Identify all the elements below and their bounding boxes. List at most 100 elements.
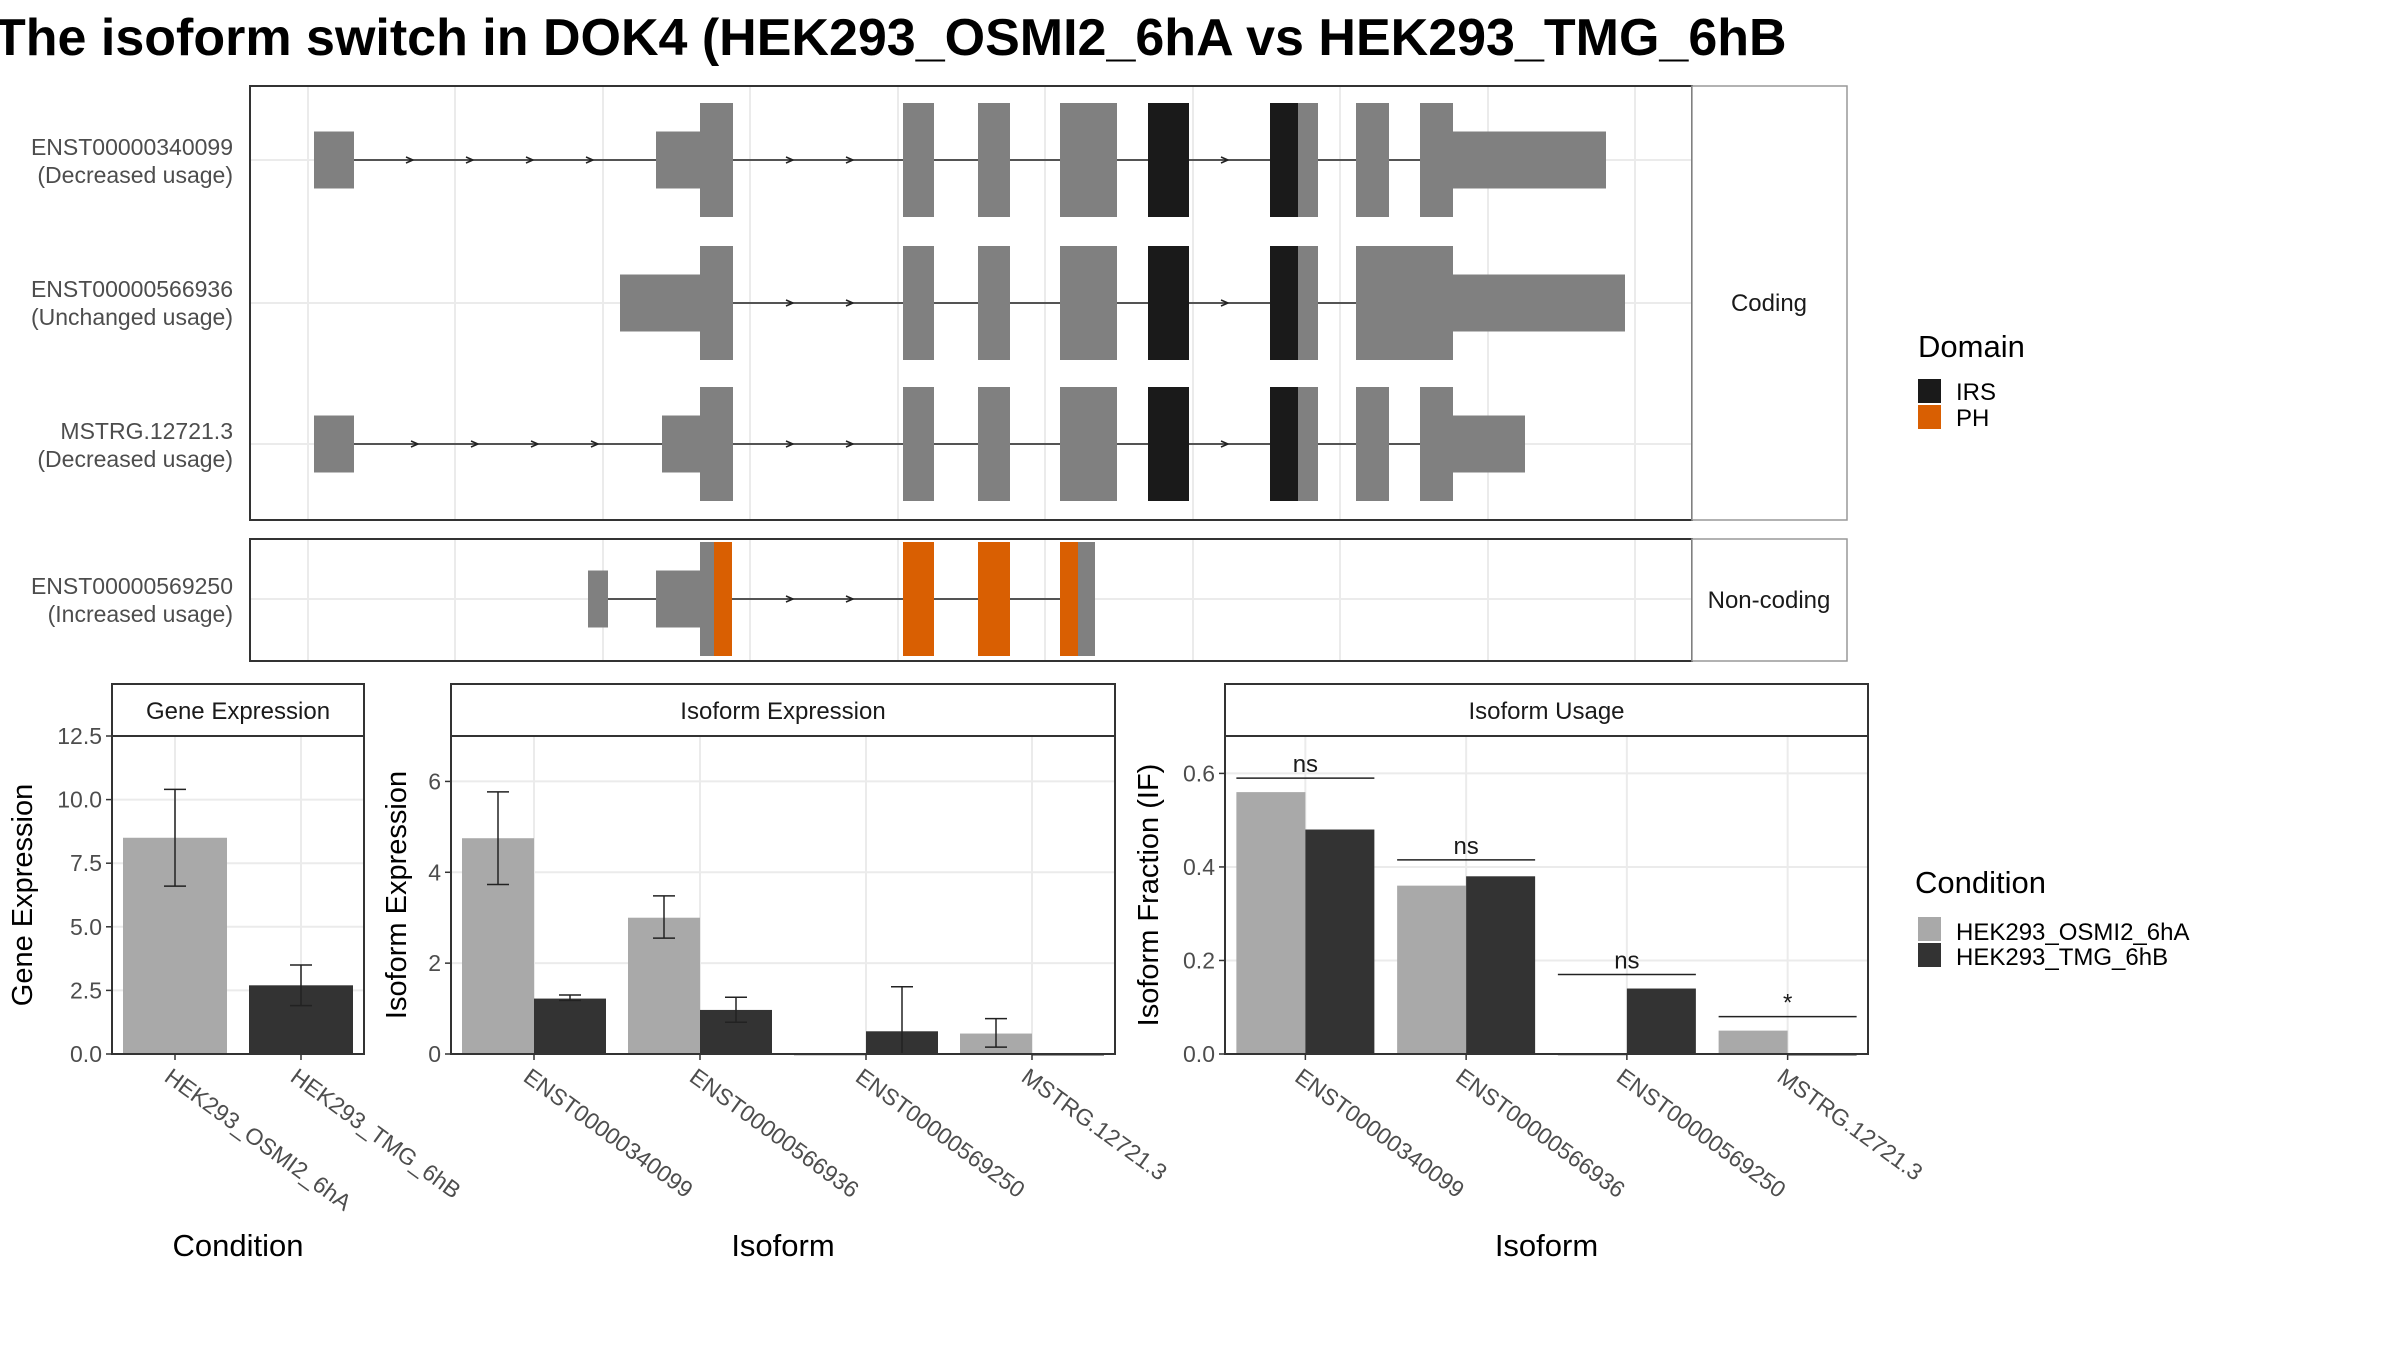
exon-block [662,415,700,473]
panel-strip [111,683,365,737]
bar [534,998,606,1054]
exon-block [1356,103,1389,217]
panel-strip [450,683,1116,737]
noncoding-strip-label: Non-coding [1708,587,1831,614]
y-tick-label: 0.0 [70,1041,102,1067]
exon-block [1060,387,1117,501]
y-axis-title: Isoform Fraction (IF) [1133,764,1165,1027]
strand-arrow [525,156,535,164]
significance-label: ns [1453,833,1478,860]
strand-arrow [590,440,600,448]
domain-block-irs [1270,387,1298,501]
strand-arrow [470,440,480,448]
exon-block [1356,246,1453,360]
strand-arrow [785,156,795,164]
coding-strip-box [1691,85,1848,521]
exon-block [1060,246,1117,360]
strand-arrow [785,440,795,448]
strand-arrow [530,440,540,448]
y-tick-label: 0.4 [1183,854,1215,880]
exon-block [1298,103,1318,217]
x-tick-label: MSTRG.12721.3 [1773,1063,1928,1185]
legend-swatch-ph [1918,405,1941,429]
exon-block [700,387,733,501]
transcript-usage-label: (Unchanged usage) [31,304,233,330]
figure-title: The isoform switch in DOK4 (HEK293_OSMI2… [0,9,1787,67]
coding-panel: Coding [249,85,1848,521]
y-axis-title: Isoform Expression [381,771,413,1019]
strand-arrow [1220,156,1230,164]
noncoding-transcript-tracks [588,542,1095,656]
exon-block [1453,415,1525,473]
legend-swatch-irs [1918,379,1941,403]
significance-label: ns [1614,948,1639,975]
transcript-labels: ENST00000340099 (Decreased usage) ENST00… [31,134,233,627]
noncoding-panel: Non-coding [249,538,1848,662]
bar [1718,1030,1788,1054]
strand-arrow [845,595,855,603]
transcript-id-label: ENST00000569250 [31,573,233,599]
x-tick-label: ENST00000569250 [1612,1063,1791,1203]
y-tick-label: 0.2 [1183,947,1215,973]
x-tick-label: ENST00000340099 [519,1063,698,1203]
exon-block [1453,274,1625,332]
y-tick-label: 5.0 [70,914,102,940]
exon-block [620,274,700,332]
panel-strip [1224,683,1869,737]
exon-block [903,387,934,501]
strand-arrow [465,156,475,164]
bar [1466,876,1536,1054]
legend-swatch-cond-a [1918,917,1941,941]
domain-block-irs [1148,387,1189,501]
exon-block [656,570,700,628]
transcript-usage-label: (Decreased usage) [37,446,233,472]
exon-block [656,131,700,189]
exon-block [1298,246,1318,360]
condition-legend-title: Condition [1915,865,2046,900]
bar [1236,792,1306,1054]
x-tick-label: ENST00000569250 [851,1063,1030,1203]
bar [628,917,700,1054]
strand-arrow [845,299,855,307]
exon-block [314,415,354,473]
exon-block [978,103,1010,217]
exon-block [1078,542,1095,656]
exon-block [700,246,733,360]
y-tick-label: 0.0 [1183,1041,1215,1067]
exon-block [700,542,714,656]
strand-arrow [845,156,855,164]
isoform-usage-chart: Isoform Usage 0.0 0.2 0.4 0.6 ENST00000340099… [1133,683,1928,1263]
transcript-usage-label: (Decreased usage) [37,162,233,188]
exon-block [314,131,354,189]
strand-arrow [410,440,420,448]
strand-arrow [1220,440,1230,448]
legend-label-irs: IRS [1956,379,1996,406]
domain-legend: Domain IRS PH [1918,329,2025,432]
bar [1626,988,1696,1054]
x-axis-title: Condition [173,1228,304,1263]
y-tick-label: 2.5 [70,977,102,1003]
panel-strip-title: Gene Expression [146,698,330,725]
transcript-id-label: ENST00000340099 [31,134,233,160]
exon-block [1060,103,1117,217]
exon-block [978,387,1010,501]
condition-legend: Condition HEK293_OSMI2_6hA HEK293_TMG_6h… [1915,865,2189,971]
domain-block-irs [1270,103,1298,217]
domain-block-irs [1270,246,1298,360]
panel-border [450,735,1116,1055]
bar [1305,829,1375,1054]
domain-block-ph [1060,542,1078,656]
y-tick-label: 0.6 [1183,760,1215,786]
domain-block-irs [1148,103,1189,217]
transcript-id-label: MSTRG.12721.3 [60,418,233,444]
y-tick-label: 7.5 [70,850,102,876]
x-axis-title: Isoform [1495,1228,1598,1263]
exon-block [588,570,608,628]
y-tick-label: 4 [428,859,441,885]
panel-strip-title: Isoform Usage [1468,698,1624,725]
strand-arrow [785,299,795,307]
significance-label: * [1783,990,1792,1017]
exon-block [1420,387,1453,501]
exon-block [1298,387,1318,501]
